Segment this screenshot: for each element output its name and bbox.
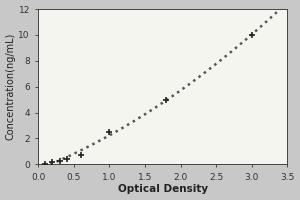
Y-axis label: Concentration(ng/mL): Concentration(ng/mL) <box>6 33 16 140</box>
X-axis label: Optical Density: Optical Density <box>118 184 208 194</box>
